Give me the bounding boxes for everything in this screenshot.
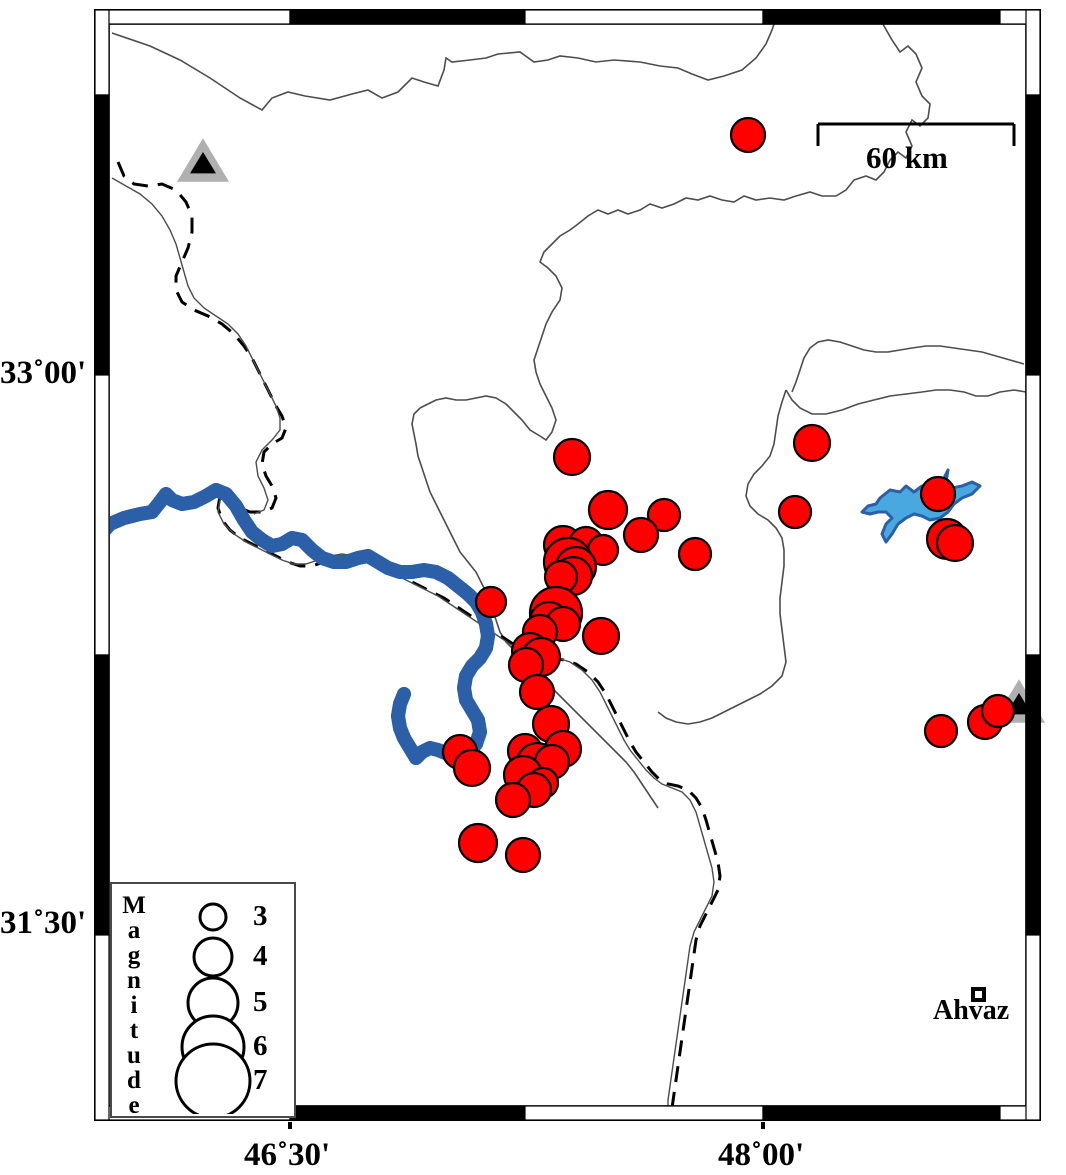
epicenter-circle [677, 536, 713, 572]
epicenter-circle [552, 437, 592, 477]
epicenter-circle [777, 494, 813, 530]
legend-title-letter: t [129, 1017, 139, 1044]
axis-tick-segment [1025, 654, 1041, 936]
lon-label-48: 48˚00' [718, 1137, 805, 1173]
epicenter-circle [518, 673, 556, 711]
epicenter-circle [474, 585, 508, 619]
legend-title-letter: n [127, 967, 141, 994]
legend-magnitude-label: 6 [253, 1030, 268, 1062]
province-boundaries-east [657, 339, 1027, 725]
scale-bar [816, 122, 1016, 146]
legend-title-letter: g [127, 942, 141, 969]
international-border-dashed [116, 161, 722, 1106]
legend-circles [174, 902, 252, 1114]
legend-magnitude-circle [198, 902, 228, 932]
epicenter-circle [581, 616, 621, 656]
axis-tick-segment [524, 1105, 764, 1121]
epicenter-circle [457, 822, 499, 864]
legend-magnitude-circle [192, 936, 234, 978]
legend-title-letter: u [127, 1042, 141, 1069]
axis-tick-stub [761, 1122, 765, 1129]
axis-tick-segment [1025, 94, 1041, 376]
legend-magnitude-label: 3 [253, 900, 268, 932]
axis-tick-segment [1025, 934, 1041, 1121]
legend-title-letter: i [130, 992, 138, 1019]
legend-magnitude-label: 5 [253, 986, 268, 1018]
epicenter-markers [441, 116, 1016, 874]
legend-title-letter: a [127, 917, 141, 944]
axis-tick-segment [762, 1105, 1001, 1121]
axis-tick-stub [288, 1122, 292, 1129]
epicenter-circle [452, 748, 492, 788]
epicenter-circle [646, 497, 682, 533]
legend-magnitude-circle [174, 1042, 252, 1114]
lat-label-31: 31˚30' [0, 905, 87, 941]
axis-tick-segment [762, 9, 1001, 25]
legend-title-letter: M [122, 892, 146, 919]
epicenter-circle [935, 523, 975, 563]
axis-tick-segment [94, 654, 110, 936]
epicenter-circle [587, 489, 629, 531]
axis-tick-segment [1025, 374, 1041, 656]
lon-label-46: 46˚30' [244, 1137, 331, 1173]
legend-magnitude-label: 4 [253, 940, 268, 972]
legend-title-letter: d [127, 1067, 141, 1094]
epicenter-circle [792, 423, 832, 463]
epicenter-circle [923, 713, 959, 749]
station-triangle-inner [190, 151, 216, 174]
epicenter-circle [980, 693, 1016, 729]
axis-tick-segment [94, 94, 110, 376]
axis-tick-segment [94, 934, 110, 1121]
axis-tick-segment [289, 9, 526, 25]
axis-tick-segment [94, 374, 110, 656]
legend-magnitude-label: 7 [253, 1064, 268, 1096]
axis-tick-segment [94, 9, 291, 25]
epicenter-circle [494, 781, 532, 819]
axis-tick-segment [94, 9, 110, 96]
epicenter-circle [919, 475, 957, 513]
legend-title-letter: e [128, 1092, 140, 1119]
lat-label-33: 33˚00' [0, 355, 87, 391]
city-label-ahvaz: Ahvaz [933, 995, 1010, 1026]
axis-tick-segment [524, 9, 764, 25]
city-marker-ahvaz [971, 987, 986, 1002]
epicenter-circle [504, 836, 542, 874]
scale-bar-label: 60 km [866, 140, 948, 175]
axis-tick-segment [1025, 9, 1041, 96]
epicenter-circle [622, 516, 660, 554]
epicenter-circle [729, 116, 767, 154]
axis-tick-segment [289, 1105, 526, 1121]
